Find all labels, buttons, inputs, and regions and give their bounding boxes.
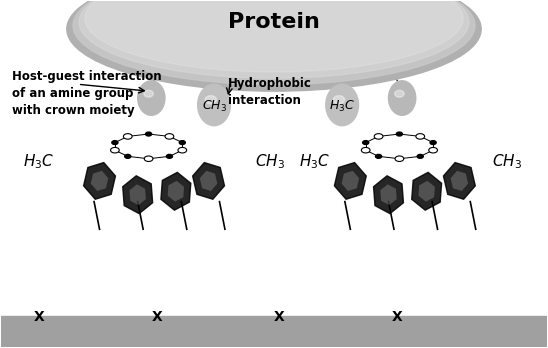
Text: $CH_3$: $CH_3$ — [255, 152, 285, 171]
Circle shape — [374, 134, 383, 139]
Circle shape — [375, 155, 381, 158]
Circle shape — [146, 132, 152, 136]
Circle shape — [179, 141, 185, 144]
Circle shape — [144, 156, 153, 161]
Circle shape — [429, 148, 437, 153]
Ellipse shape — [144, 90, 153, 97]
Polygon shape — [450, 171, 468, 191]
Polygon shape — [443, 163, 475, 199]
Ellipse shape — [395, 90, 404, 97]
Text: Protein: Protein — [228, 12, 320, 32]
Circle shape — [112, 141, 118, 144]
Ellipse shape — [205, 96, 216, 104]
Bar — [2, 316, 546, 347]
Polygon shape — [412, 172, 442, 210]
Ellipse shape — [333, 96, 345, 104]
Text: Hydrophobic
interaction: Hydrophobic interaction — [227, 77, 311, 107]
Circle shape — [111, 148, 119, 153]
Circle shape — [395, 156, 404, 161]
Text: X: X — [391, 310, 402, 324]
Polygon shape — [123, 176, 153, 214]
Circle shape — [361, 148, 370, 153]
Circle shape — [363, 141, 369, 144]
Text: X: X — [151, 310, 162, 324]
Ellipse shape — [67, 0, 481, 91]
Ellipse shape — [85, 0, 463, 72]
Polygon shape — [341, 171, 359, 191]
Ellipse shape — [198, 84, 230, 126]
Text: $H_3C$: $H_3C$ — [329, 99, 355, 114]
Text: $H_3C$: $H_3C$ — [299, 152, 330, 171]
Circle shape — [416, 134, 425, 139]
Polygon shape — [374, 176, 403, 214]
Circle shape — [167, 155, 173, 158]
Polygon shape — [84, 163, 116, 199]
Text: $CH_3$: $CH_3$ — [492, 152, 522, 171]
Polygon shape — [129, 184, 146, 205]
Text: X: X — [34, 310, 45, 324]
Ellipse shape — [389, 81, 416, 115]
Ellipse shape — [79, 0, 469, 78]
Ellipse shape — [73, 0, 475, 85]
Polygon shape — [380, 184, 397, 205]
Polygon shape — [419, 181, 435, 201]
Text: Host-guest interaction
of an amine group
with crown moiety: Host-guest interaction of an amine group… — [12, 70, 162, 117]
Circle shape — [125, 155, 131, 158]
Circle shape — [165, 134, 174, 139]
Ellipse shape — [326, 84, 358, 126]
Text: $H_3C$: $H_3C$ — [23, 152, 54, 171]
Circle shape — [178, 148, 187, 153]
Circle shape — [430, 141, 436, 144]
Polygon shape — [161, 172, 191, 210]
Polygon shape — [91, 171, 109, 191]
Polygon shape — [334, 163, 366, 199]
Text: $CH_3$: $CH_3$ — [202, 99, 226, 114]
Circle shape — [396, 132, 402, 136]
Text: X: X — [274, 310, 285, 324]
Circle shape — [123, 134, 132, 139]
Ellipse shape — [138, 81, 165, 115]
Polygon shape — [193, 163, 225, 199]
Polygon shape — [200, 171, 218, 191]
Circle shape — [417, 155, 423, 158]
Polygon shape — [168, 181, 184, 201]
